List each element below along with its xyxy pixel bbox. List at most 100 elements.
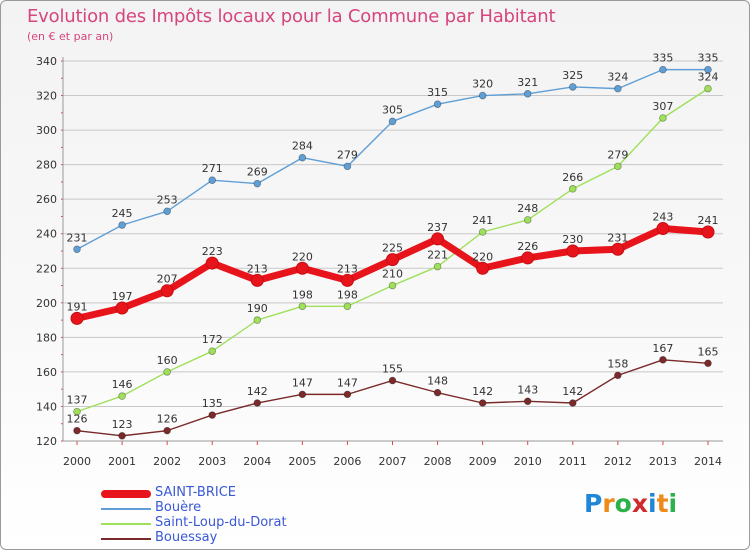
data-point bbox=[163, 368, 171, 376]
logo-letter: i bbox=[668, 489, 678, 518]
x-tick-label: 2014 bbox=[694, 455, 722, 468]
data-point bbox=[388, 281, 397, 290]
data-label: 324 bbox=[607, 71, 628, 84]
data-point bbox=[343, 390, 352, 399]
chart-subtitle: (en € et par an) bbox=[27, 30, 114, 43]
data-point bbox=[568, 185, 577, 193]
data-label: 147 bbox=[292, 376, 313, 389]
data-label: 243 bbox=[652, 211, 673, 224]
data-point bbox=[163, 426, 171, 435]
x-tick-label: 2003 bbox=[198, 455, 226, 468]
data-label: 320 bbox=[472, 78, 493, 91]
y-tick-label: 200 bbox=[36, 297, 57, 310]
data-point bbox=[115, 301, 129, 315]
data-point bbox=[208, 176, 217, 184]
y-tick-label: 240 bbox=[36, 228, 57, 241]
data-label: 305 bbox=[382, 103, 403, 116]
data-point bbox=[476, 261, 490, 275]
data-point bbox=[208, 411, 217, 419]
y-tick-label: 300 bbox=[36, 124, 57, 137]
legend-label-saint-brice: SAINT-BRICE bbox=[155, 485, 236, 500]
data-label: 321 bbox=[517, 76, 538, 89]
data-point bbox=[343, 302, 352, 311]
data-point bbox=[298, 390, 307, 399]
legend-label-bouessay: Bouessay bbox=[155, 530, 218, 545]
data-point bbox=[73, 407, 81, 416]
data-point bbox=[160, 284, 174, 298]
data-point bbox=[704, 65, 712, 74]
data-point bbox=[659, 65, 667, 74]
legend-label-saint-loup-du-dorat: Saint-Loup-du-Dorat bbox=[155, 515, 287, 530]
x-tick-label: 2001 bbox=[108, 455, 136, 468]
data-point bbox=[478, 399, 487, 407]
data-label: 123 bbox=[112, 418, 133, 431]
data-label: 147 bbox=[337, 376, 358, 389]
data-label: 241 bbox=[698, 214, 719, 227]
data-label: 279 bbox=[607, 148, 628, 161]
data-label: 325 bbox=[562, 69, 583, 82]
data-label: 146 bbox=[112, 378, 133, 391]
data-label: 248 bbox=[517, 202, 538, 215]
data-point bbox=[386, 253, 399, 267]
y-tick-label: 340 bbox=[36, 55, 57, 68]
data-label: 191 bbox=[67, 300, 88, 313]
data-point bbox=[298, 302, 307, 311]
data-point bbox=[388, 117, 397, 126]
data-label: 160 bbox=[157, 354, 178, 367]
chart-title: Evolution des Impôts locaux pour la Comm… bbox=[27, 6, 556, 27]
logo-letter: x bbox=[631, 489, 648, 518]
data-point bbox=[659, 114, 667, 122]
data-label: 135 bbox=[202, 397, 223, 410]
data-label: 237 bbox=[427, 221, 448, 234]
data-label: 223 bbox=[202, 245, 223, 258]
y-tick-label: 140 bbox=[36, 400, 57, 413]
data-point bbox=[521, 251, 535, 265]
data-point bbox=[523, 397, 532, 406]
data-label: 142 bbox=[247, 385, 268, 398]
data-point bbox=[118, 432, 126, 440]
data-label: 269 bbox=[247, 166, 268, 179]
data-label: 253 bbox=[157, 193, 178, 206]
data-label: 307 bbox=[652, 100, 673, 113]
data-point bbox=[614, 84, 622, 93]
y-tick-label: 180 bbox=[36, 331, 57, 344]
data-point bbox=[523, 90, 532, 98]
x-tick-label: 2013 bbox=[649, 455, 677, 468]
data-point bbox=[523, 216, 532, 224]
legend-label-bouere: Bouère bbox=[155, 500, 202, 515]
data-label: 231 bbox=[67, 231, 88, 244]
data-label: 158 bbox=[607, 357, 628, 370]
data-point bbox=[659, 356, 667, 364]
data-point bbox=[253, 399, 262, 407]
data-label: 266 bbox=[562, 171, 583, 184]
data-label: 284 bbox=[292, 140, 313, 153]
data-label: 143 bbox=[517, 383, 538, 396]
y-tick-label: 160 bbox=[36, 366, 57, 379]
data-point bbox=[704, 84, 712, 93]
logo-letter: t bbox=[656, 489, 669, 518]
data-point bbox=[701, 225, 715, 239]
data-point bbox=[431, 232, 445, 246]
x-tick-label: 2011 bbox=[559, 455, 587, 468]
data-label: 207 bbox=[157, 273, 178, 286]
data-label: 198 bbox=[292, 288, 313, 301]
data-point bbox=[611, 242, 625, 256]
data-point bbox=[566, 244, 580, 258]
data-label: 335 bbox=[652, 52, 673, 65]
x-tick-label: 2006 bbox=[333, 455, 361, 468]
data-label: 225 bbox=[382, 242, 403, 255]
data-label: 190 bbox=[247, 302, 268, 315]
x-tick-label: 2009 bbox=[469, 455, 497, 468]
data-label: 230 bbox=[562, 233, 583, 246]
legend-swatch-bouessay bbox=[101, 538, 151, 540]
legend-swatch-saint-loup-du-dorat bbox=[101, 523, 151, 525]
data-label: 213 bbox=[247, 262, 268, 275]
y-tick-label: 120 bbox=[36, 435, 57, 448]
logo-letter: i bbox=[648, 489, 657, 518]
data-label: 148 bbox=[427, 375, 448, 388]
data-label: 245 bbox=[112, 207, 133, 220]
data-label: 231 bbox=[607, 231, 628, 244]
data-point bbox=[568, 83, 577, 91]
